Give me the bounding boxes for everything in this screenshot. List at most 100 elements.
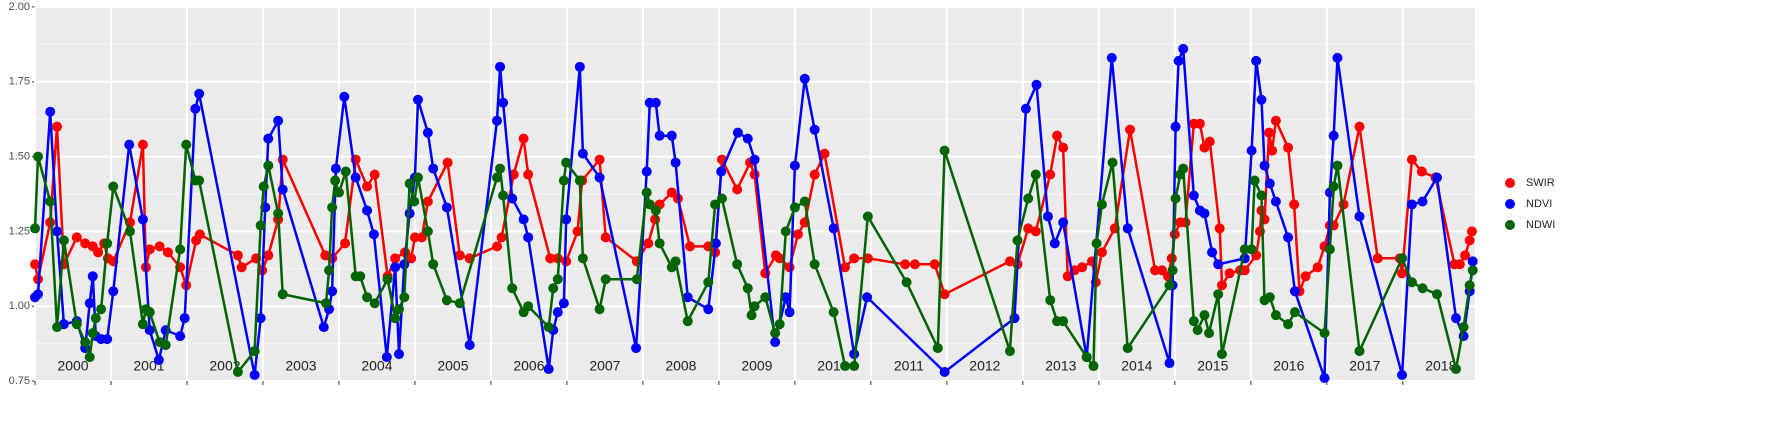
year-label: 2004 [361,358,392,374]
point [594,172,605,183]
point [277,184,288,195]
point [1214,223,1225,234]
point [1023,193,1034,204]
point [30,223,40,234]
point [932,343,943,354]
point [1397,268,1408,279]
point [545,253,556,264]
point [742,283,753,294]
point [670,157,681,168]
point [1432,172,1443,183]
point [428,163,439,174]
legend-swatch [1505,178,1515,188]
point [1251,55,1262,66]
point [1045,169,1056,180]
point [1239,265,1250,276]
point [1216,280,1227,291]
point [369,298,380,309]
point [1216,349,1227,360]
point [574,175,585,186]
point [277,154,288,165]
point [1432,289,1443,300]
point [1264,127,1275,138]
point [641,187,652,198]
point [399,292,410,303]
point [179,313,190,324]
point [561,214,572,225]
point [382,274,393,285]
point [190,103,201,114]
point [1332,160,1343,171]
point [333,187,344,198]
y-tick-label: 1.50 [9,151,30,163]
point [52,322,63,333]
point [80,337,91,348]
point [809,124,820,135]
point [318,322,329,333]
point [710,238,721,249]
year-label: 2003 [285,358,316,374]
point [1178,43,1189,54]
point [263,250,274,261]
year-label: 2007 [589,358,620,374]
point [799,196,810,207]
point [862,211,873,222]
point [1256,94,1267,105]
point [543,364,554,375]
point [849,253,860,264]
point [1283,319,1294,330]
point [1406,199,1417,210]
point [355,271,366,282]
year-label: 2012 [969,358,1000,374]
point [523,232,534,243]
point [1464,235,1475,246]
point [137,214,148,225]
point [1246,244,1257,255]
point [1045,295,1056,306]
point [770,337,781,348]
point [71,319,82,330]
point [84,298,95,309]
point [650,214,661,225]
point [770,328,781,339]
point [1466,226,1477,237]
point [1406,154,1417,165]
point [492,172,503,183]
point [137,139,148,150]
point [558,175,569,186]
point [1458,322,1469,333]
point [742,133,753,144]
legend-label: NDVI [1526,198,1552,210]
point [1170,121,1181,132]
point [654,238,665,249]
point [1170,193,1181,204]
point [1319,373,1330,384]
point [1030,226,1041,237]
point [1096,247,1107,258]
point [631,274,642,285]
point [577,148,588,159]
point [1467,265,1478,276]
point [324,265,335,276]
point [84,352,95,363]
point [498,190,509,201]
point [643,238,654,249]
point [393,349,404,360]
point [600,274,611,285]
point [682,292,693,303]
point [87,271,98,282]
legend-swatch [1505,199,1515,209]
point [1096,199,1107,210]
point [1188,190,1199,201]
point [1058,316,1069,327]
point [249,346,260,357]
point [561,157,572,168]
point [33,289,44,300]
point [108,181,119,192]
point [732,127,743,138]
point [1106,52,1117,63]
point [255,313,266,324]
point [102,238,113,249]
point [1173,55,1184,66]
point [340,166,351,177]
